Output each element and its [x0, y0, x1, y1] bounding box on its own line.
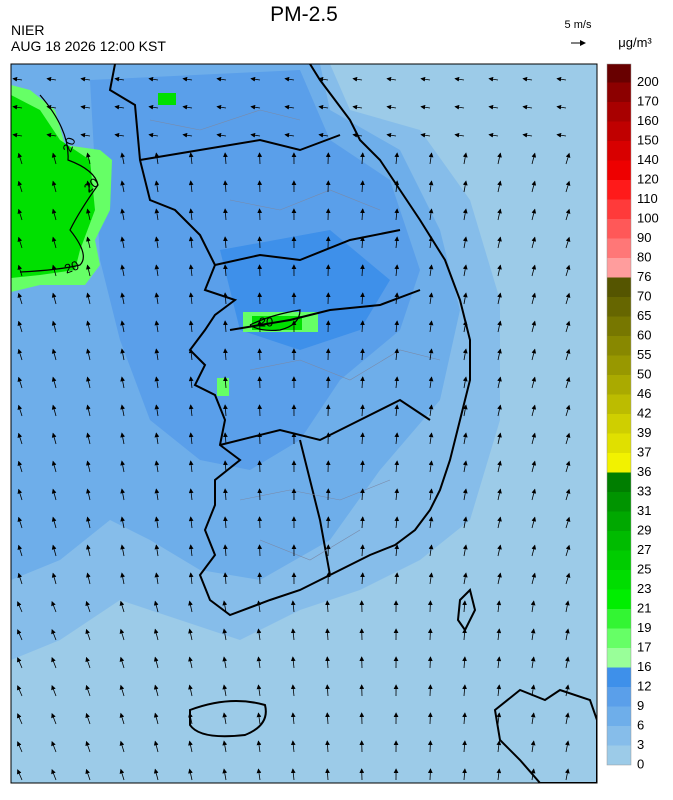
colorbar-segment — [607, 648, 631, 668]
colorbar-segment — [607, 473, 631, 493]
timestamp: AUG 18 2026 12:00 KST — [11, 38, 166, 54]
colorbar-label: 60 — [637, 327, 651, 342]
colorbar-label: 19 — [637, 620, 651, 635]
colorbar-segment — [607, 453, 631, 473]
colorbar-label: 200 — [637, 74, 659, 89]
colorbar-label: 120 — [637, 171, 659, 186]
legend-unit: μg/m³ — [618, 35, 652, 50]
colorbar-label: 110 — [637, 191, 658, 206]
colorbar-label: 12 — [637, 678, 651, 693]
colorbar-segment — [607, 317, 631, 337]
colorbar-segment — [607, 687, 631, 707]
colorbar-segment — [607, 180, 631, 200]
colorbar-label: 80 — [637, 249, 651, 264]
colorbar-segment — [607, 64, 631, 83]
colorbar-label: 17 — [637, 639, 651, 654]
colorbar-segment — [607, 102, 631, 122]
colorbar-segment — [607, 668, 631, 688]
colorbar-segment — [607, 551, 631, 571]
agency: NIER — [11, 22, 44, 38]
colorbar-label: 160 — [637, 113, 659, 128]
colorbar-label: 76 — [637, 269, 651, 284]
colorbar-segment — [607, 200, 631, 220]
colorbar-segment — [607, 83, 631, 103]
wind-scale-label: 5 m/s — [565, 19, 592, 31]
colorbar-label: 27 — [637, 542, 651, 557]
colorbar-label: 9 — [637, 698, 644, 713]
colorbar-segment — [607, 707, 631, 727]
colorbar-label: 21 — [637, 600, 651, 615]
colorbar-segment — [607, 492, 631, 512]
colorbar-label: 39 — [637, 425, 651, 440]
colorbar-label: 90 — [637, 230, 651, 245]
colorbar-label: 6 — [637, 717, 644, 732]
colorbar-label: 42 — [637, 405, 651, 420]
colorbar-segment — [607, 414, 631, 434]
colorbar-segment — [607, 356, 631, 376]
colorbar-label: 0 — [637, 756, 644, 771]
colorbar-label: 50 — [637, 366, 651, 381]
field-19-21-n — [158, 93, 176, 105]
colorbar-segment — [607, 122, 631, 142]
colorbar-segment — [607, 375, 631, 395]
colorbar-label: 16 — [637, 659, 651, 674]
colorbar-segment — [607, 161, 631, 181]
colorbar-label: 29 — [637, 522, 651, 537]
colorbar-label: 33 — [637, 483, 651, 498]
colorbar-label: 37 — [637, 444, 651, 459]
colorbar-label: 46 — [637, 386, 651, 401]
colorbar-segment — [607, 531, 631, 551]
colorbar-label: 70 — [637, 288, 651, 303]
colorbar-segment — [607, 746, 631, 766]
colorbar-segment — [607, 278, 631, 298]
colorbar-segment — [607, 239, 631, 259]
colorbar-label: 65 — [637, 308, 651, 323]
colorbar-segment — [607, 297, 631, 317]
colorbar-label: 170 — [637, 93, 659, 108]
field-17-19-w — [217, 378, 229, 396]
colorbar-segment — [607, 258, 631, 278]
colorbar-segment — [607, 512, 631, 532]
contour-label: 20 — [259, 314, 273, 329]
colorbar-segment — [607, 336, 631, 356]
colorbar-label: 3 — [637, 737, 644, 752]
colorbar-label: 150 — [637, 132, 659, 147]
colorbar-segment — [607, 434, 631, 454]
colorbar-label: 36 — [637, 464, 651, 479]
colorbar-segment — [607, 395, 631, 415]
colorbar-label: 100 — [637, 210, 659, 225]
map-area: 20 20 20 20 — [11, 64, 597, 783]
colorbar-segment — [607, 219, 631, 239]
title: PM-2.5 — [270, 3, 338, 26]
colorbar-segment — [607, 141, 631, 161]
colorbar-label: 140 — [637, 152, 659, 167]
colorbar: 0369121617192123252729313336373942465055… — [607, 64, 659, 771]
colorbar-segment — [607, 629, 631, 649]
colorbar-segment — [607, 726, 631, 746]
colorbar-label: 55 — [637, 347, 651, 362]
colorbar-label: 31 — [637, 503, 651, 518]
colorbar-segment — [607, 590, 631, 610]
colorbar-label: 25 — [637, 561, 651, 576]
colorbar-label: 23 — [637, 581, 651, 596]
colorbar-segment — [607, 609, 631, 629]
colorbar-segment — [607, 570, 631, 590]
